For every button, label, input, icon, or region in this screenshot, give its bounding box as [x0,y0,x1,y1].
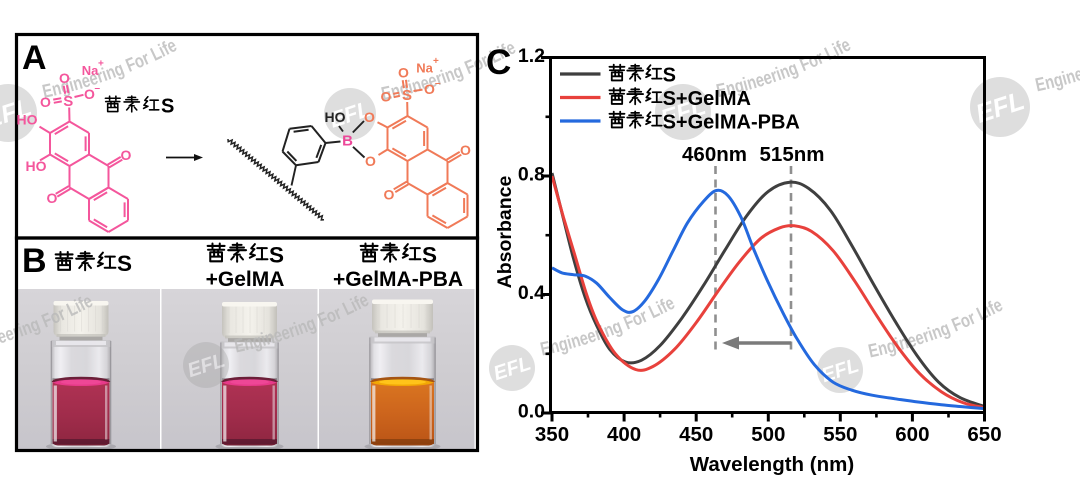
svg-text:O: O [381,89,392,105]
svg-text:S: S [63,93,73,110]
svg-text:S+GelMA: S+GelMA [663,88,751,110]
svg-text:O: O [365,153,376,169]
svg-text:C: C [486,43,511,82]
svg-text:Na: Na [82,63,99,78]
svg-text:B: B [22,242,47,280]
svg-text:450: 450 [679,423,713,446]
svg-text:650: 650 [967,423,1001,446]
svg-text:0.4: 0.4 [518,282,545,304]
svg-text:S: S [269,243,284,268]
svg-text:O: O [40,94,51,110]
svg-text:+: + [98,59,104,70]
svg-text:O: O [384,187,395,203]
svg-text:O: O [398,65,409,81]
svg-text:550: 550 [823,423,857,446]
svg-text:600: 600 [895,423,929,446]
svg-text:1.2: 1.2 [518,45,545,67]
svg-text:S: S [117,251,132,276]
svg-text:S: S [422,243,437,268]
svg-text:–: – [95,83,101,94]
svg-text:S: S [161,96,174,118]
svg-text:O: O [59,70,70,86]
svg-text:515nm: 515nm [760,143,825,166]
svg-text:S+GelMA-PBA: S+GelMA-PBA [663,112,800,134]
svg-text:Wavelength (nm): Wavelength (nm) [690,453,854,476]
svg-text:–: – [435,78,441,89]
svg-text:A: A [22,39,47,77]
svg-text:O: O [460,142,471,158]
svg-text:S: S [663,65,676,87]
svg-text:+GelMA-PBA: +GelMA-PBA [333,268,463,291]
svg-text:Na: Na [416,61,433,76]
svg-text:0.8: 0.8 [518,164,545,186]
svg-text:O: O [84,86,95,102]
svg-text:HO: HO [325,109,346,125]
svg-text:HO: HO [26,158,47,174]
svg-text:O: O [121,147,132,163]
svg-text:500: 500 [751,423,785,446]
svg-text:B: B [342,133,353,150]
svg-text:+: + [433,56,439,67]
svg-text:460nm: 460nm [682,143,747,166]
svg-text:Absorbance: Absorbance [494,176,516,289]
svg-text:0.0: 0.0 [518,401,545,423]
svg-text:400: 400 [607,423,641,446]
svg-text:S: S [402,87,412,104]
svg-text:+GelMA: +GelMA [206,268,285,291]
svg-text:O: O [47,190,58,206]
svg-text:O: O [364,109,375,125]
svg-text:HO: HO [17,112,38,128]
svg-text:350: 350 [535,423,569,446]
svg-text:O: O [424,81,435,97]
